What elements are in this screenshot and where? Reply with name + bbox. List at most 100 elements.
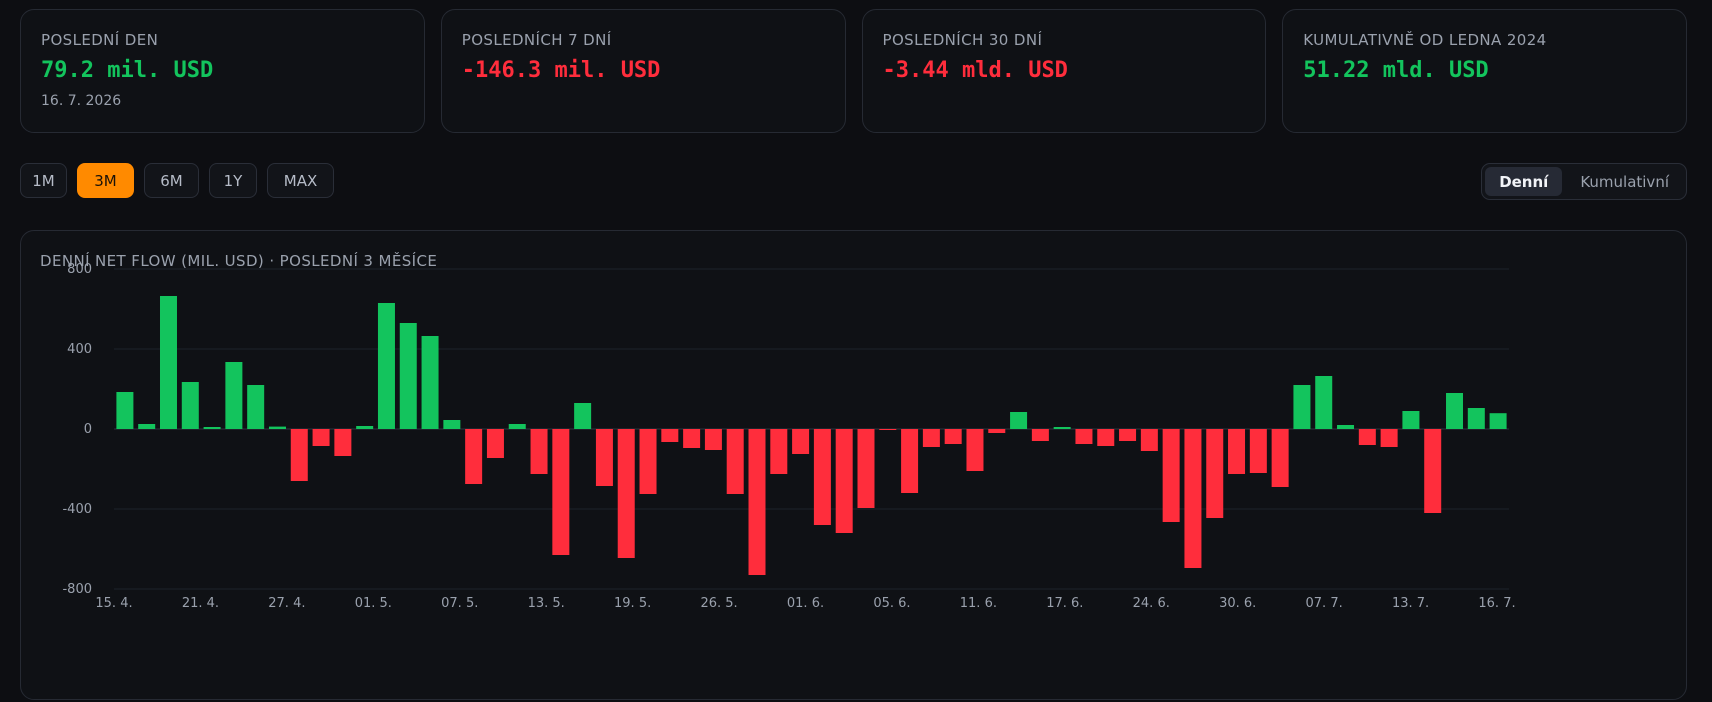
bar xyxy=(465,429,483,484)
bar xyxy=(247,385,265,429)
bar xyxy=(181,382,199,429)
mode-button-cumulative[interactable]: Kumulativní xyxy=(1580,172,1669,191)
bar xyxy=(1097,429,1115,446)
bar xyxy=(922,429,940,447)
stat-card-last-7-days: POSLEDNÍCH 7 DNÍ -146.3 mil. USD xyxy=(440,9,846,133)
range-button-6m[interactable]: 6M xyxy=(144,163,199,198)
range-button-1y[interactable]: 1Y xyxy=(209,163,257,198)
bar xyxy=(1380,429,1398,447)
bar xyxy=(1162,429,1180,522)
bar xyxy=(879,429,897,430)
y-tick-label: -800 xyxy=(62,582,92,597)
bar xyxy=(639,429,657,494)
bar xyxy=(159,296,177,429)
bar xyxy=(966,429,984,471)
bar xyxy=(1031,429,1049,441)
bar xyxy=(770,429,788,474)
bar xyxy=(486,429,504,458)
bar xyxy=(748,429,766,575)
bar xyxy=(1249,429,1267,473)
bar xyxy=(1075,429,1093,444)
x-tick-label: 01. 6. xyxy=(787,596,824,611)
range-button-max[interactable]: MAX xyxy=(267,163,334,198)
x-tick-label: 05. 6. xyxy=(873,596,910,611)
y-tick-label: 0 xyxy=(84,422,92,437)
y-tick-label: -400 xyxy=(62,502,92,517)
stat-label: POSLEDNÍCH 30 DNÍ xyxy=(882,31,1043,49)
stat-card-last-30-days: POSLEDNÍCH 30 DNÍ -3.44 mld. USD xyxy=(861,9,1267,133)
chart-title: DENNÍ NET FLOW (MIL. USD) · POSLEDNÍ 3 M… xyxy=(40,252,438,270)
bar xyxy=(1446,393,1464,429)
bar xyxy=(726,429,744,494)
bar xyxy=(312,429,330,446)
bar xyxy=(1358,429,1376,445)
bar xyxy=(552,429,570,555)
y-tick-label: 400 xyxy=(67,342,92,357)
bar xyxy=(683,429,701,448)
x-tick-label: 26. 5. xyxy=(700,596,737,611)
bar xyxy=(792,429,810,454)
bar xyxy=(530,429,548,474)
bar xyxy=(290,429,308,481)
stat-label: KUMULATIVNĚ OD LEDNA 2024 xyxy=(1303,31,1547,49)
stat-label: POSLEDNÍ DEN xyxy=(41,31,159,49)
bar xyxy=(944,429,962,444)
stat-value: -3.44 mld. USD xyxy=(882,58,1068,83)
x-tick-label: 13. 5. xyxy=(528,596,565,611)
bar xyxy=(595,429,613,486)
mode-button-daily[interactable]: Denní xyxy=(1485,167,1563,196)
stat-date: 16. 7. 2026 xyxy=(41,93,122,109)
bar xyxy=(334,429,352,456)
bar xyxy=(399,323,417,429)
x-tick-label: 24. 6. xyxy=(1133,596,1170,611)
bar xyxy=(857,429,875,508)
bar xyxy=(1489,413,1507,429)
y-tick-label: 800 xyxy=(67,262,92,277)
bar xyxy=(574,403,592,429)
bar xyxy=(1010,412,1028,429)
bar xyxy=(1467,408,1485,429)
bar xyxy=(268,426,286,429)
range-button-1m[interactable]: 1M xyxy=(20,163,67,198)
x-tick-label: 16. 7. xyxy=(1478,596,1515,611)
x-tick-label: 01. 5. xyxy=(355,596,392,611)
bar xyxy=(508,424,526,429)
x-tick-label: 15. 4. xyxy=(95,596,132,611)
bar xyxy=(1140,429,1158,451)
bar xyxy=(203,427,221,429)
range-selector: 1M 3M 6M 1Y MAX xyxy=(20,163,334,198)
stats-cards: POSLEDNÍ DEN 79.2 mil. USD 16. 7. 2026 P… xyxy=(20,9,1687,133)
bar xyxy=(704,429,722,450)
stat-value: -146.3 mil. USD xyxy=(461,58,661,83)
stat-value: 79.2 mil. USD xyxy=(41,58,214,83)
bar xyxy=(835,429,853,533)
chart-panel: DENNÍ NET FLOW (MIL. USD) · POSLEDNÍ 3 M… xyxy=(20,230,1687,700)
bar xyxy=(1424,429,1442,513)
view-mode-toggle: Denní Kumulativní xyxy=(1481,163,1687,200)
bar xyxy=(1293,385,1311,429)
bar xyxy=(1402,411,1420,429)
bar xyxy=(1184,429,1202,568)
bar xyxy=(421,336,439,429)
bar xyxy=(661,429,679,442)
bar xyxy=(1228,429,1246,474)
x-tick-label: 17. 6. xyxy=(1046,596,1083,611)
x-tick-label: 07. 7. xyxy=(1306,596,1343,611)
bar xyxy=(1053,427,1071,429)
bar xyxy=(813,429,831,525)
bar xyxy=(1119,429,1137,441)
x-tick-label: 21. 4. xyxy=(182,596,219,611)
bar xyxy=(617,429,635,558)
bar xyxy=(1206,429,1224,518)
range-button-3m[interactable]: 3M xyxy=(77,163,134,198)
bar xyxy=(1315,376,1333,429)
bar xyxy=(443,420,461,429)
stat-card-last-day: POSLEDNÍ DEN 79.2 mil. USD 16. 7. 2026 xyxy=(20,9,425,133)
x-tick-label: 27. 4. xyxy=(268,596,305,611)
bar xyxy=(138,424,156,429)
stat-value: 51.22 mld. USD xyxy=(1303,58,1489,83)
x-tick-label: 19. 5. xyxy=(614,596,651,611)
x-tick-label: 13. 7. xyxy=(1392,596,1429,611)
bar xyxy=(1271,429,1289,487)
